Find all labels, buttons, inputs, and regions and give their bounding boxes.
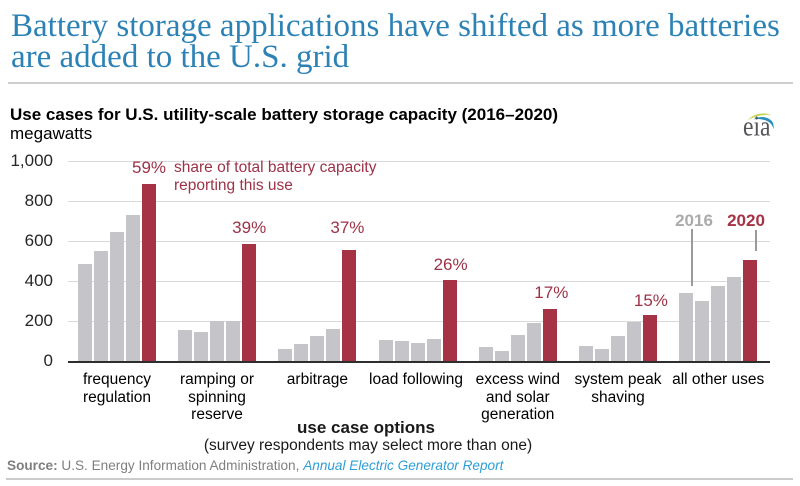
svg-text:eia: eia [743, 111, 771, 143]
